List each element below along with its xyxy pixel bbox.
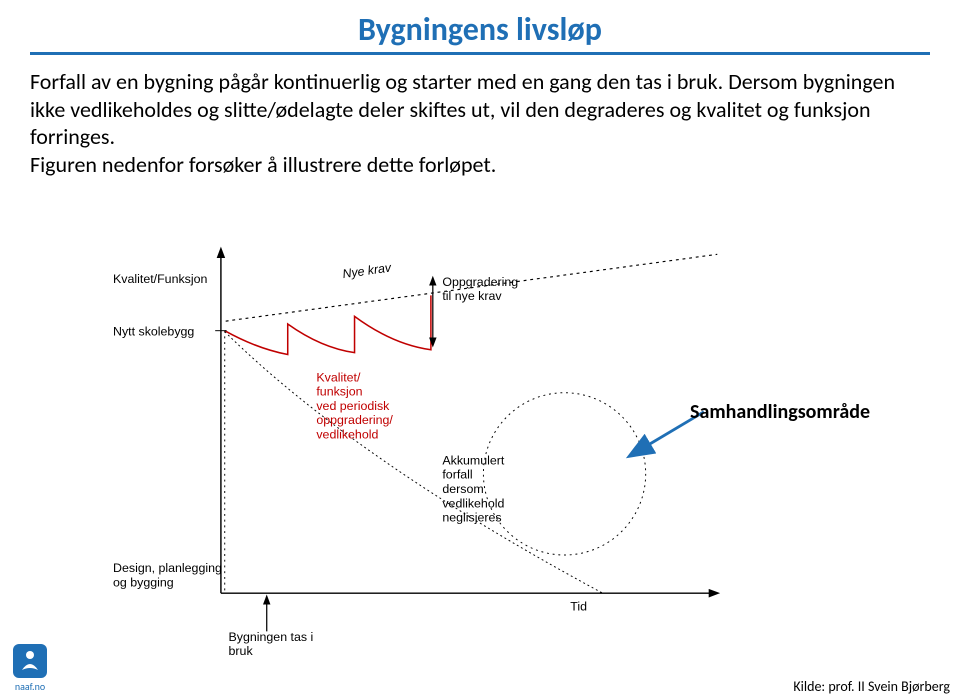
maintained-curve [225,295,431,354]
label-y-start: Nytt skolebygg [113,324,194,338]
label-x-start: Bygningen tas i bruk [229,630,317,658]
intro-paragraph: Forfall av en bygning pågår kontinuerlig… [30,68,930,178]
naaf-logo: naaf.no [6,644,54,693]
naaf-logo-text: naaf.no [6,680,54,693]
lifecycle-chart: Kvalitet/Funksjon Nytt skolebygg Nye kra… [90,240,810,660]
page-title: Bygningens livsløp [0,10,960,49]
label-oppgradering: Oppgradering til nye krav [442,275,521,303]
label-y-upper: Kvalitet/Funksjon [113,272,207,286]
label-akkumulert: Akkumulert forfall dersom vedlikehold ne… [442,453,507,524]
lifecycle-chart-svg: Kvalitet/Funksjon Nytt skolebygg Nye kra… [90,240,810,660]
decay-curve [225,332,603,594]
naaf-logo-icon [13,644,47,678]
focus-circle [483,393,645,555]
label-y-lower: Design, planlegging og bygging [113,561,225,589]
samhandling-label: Samhandlingsområde [690,400,870,424]
label-nye-krav: Nye krav [342,260,393,281]
label-kvalitet-funksjon: Kvalitet/ funksjon ved periodisk oppgrad… [316,370,396,441]
source-credit: Kilde: prof. II Svein Bjørberg [793,678,950,695]
label-x-axis: Tid [570,599,587,613]
title-underline [30,52,930,55]
